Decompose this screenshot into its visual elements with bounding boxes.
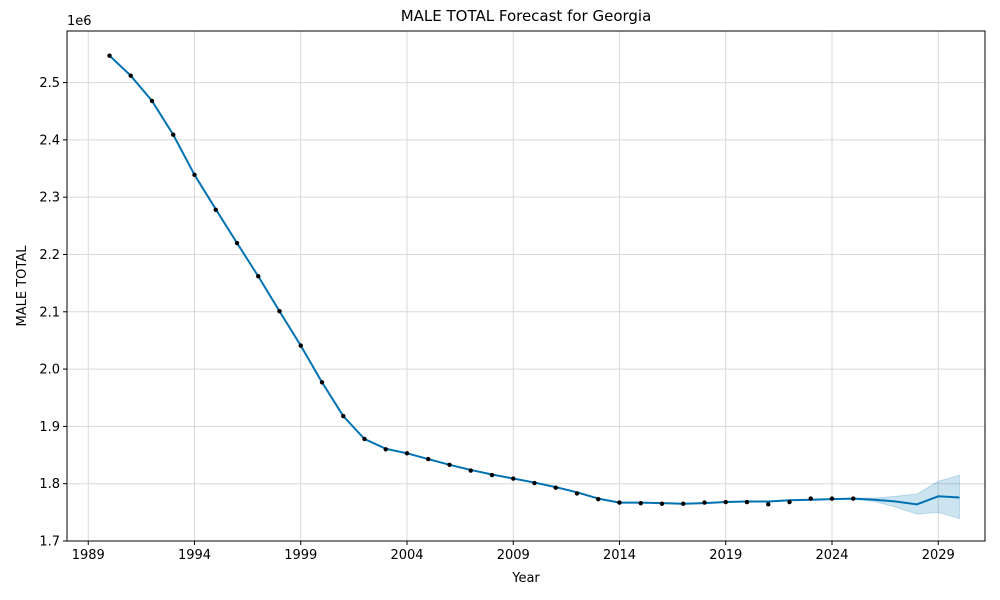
observed-point [171,132,176,137]
observed-point [319,380,325,385]
observed-point [702,500,707,505]
x-tick-label: 2029 [922,548,955,563]
observed-point [532,480,537,486]
x-tick-label: 2019 [709,548,742,563]
observed-point [596,496,601,502]
x-axis-ticks: 1989 1994 1999 2004 2009 2014 2019 2024 2029 [72,541,955,563]
observed-point [277,309,282,314]
x-axis-label: Year [511,571,540,586]
x-tick-label: 1999 [284,548,317,563]
x-tick-label: 2024 [815,548,848,563]
y-tick-label: 2.1 [39,305,60,320]
x-tick-label: 2014 [603,548,636,563]
observed-point [341,413,346,419]
observed-point [681,501,686,506]
observed-point [298,343,303,348]
observed-point [256,274,261,279]
observed-point [213,207,218,212]
chart-title: MALE TOTAL Forecast for Georgia [401,7,652,25]
observed-point [851,496,856,501]
observed-point [404,451,410,456]
observed-point [553,485,558,490]
observed-point [723,499,728,505]
y-tick-label: 2.2 [39,248,60,263]
x-tick-label: 2004 [390,548,423,563]
y-axis-ticks: 1.7 1.8 1.9 2.0 2.1 2.2 2.3 2.4 2.5 [39,76,67,550]
observed-points-layer [107,53,856,507]
observed-point [107,53,112,58]
observed-point [808,496,813,501]
observed-point [447,462,452,467]
observed-point [489,472,495,478]
observed-point [149,98,155,104]
observed-point [383,447,388,452]
plot-frame [66,30,986,542]
observed-point [617,500,622,505]
y-tick-label: 1.9 [39,420,60,435]
y-tick-label: 2.5 [39,76,60,91]
observed-point [574,491,580,496]
y-tick-label: 2.4 [39,133,60,148]
observed-point [638,500,643,506]
x-tick-label: 1994 [178,548,211,563]
observed-point [426,456,431,462]
observed-point [744,499,750,505]
y-scale-offset-label: 1e6 [67,14,92,29]
observed-point [659,501,665,506]
grid-lines [67,31,985,542]
x-tick-label: 1989 [72,548,105,563]
observed-point [192,172,197,178]
y-tick-label: 2.0 [39,363,60,378]
observed-point [362,436,367,442]
observed-point [468,468,473,473]
y-tick-label: 1.8 [39,477,60,492]
observed-point [829,496,835,501]
observed-point [787,499,792,505]
observed-point [128,73,133,78]
observed-point [234,240,240,246]
observed-point [511,476,516,481]
observed-point [766,502,771,507]
y-axis-label: MALE TOTAL [15,245,30,327]
x-tick-label: 2009 [497,548,530,563]
y-tick-label: 1.7 [39,535,60,550]
y-tick-label: 2.3 [39,191,60,206]
